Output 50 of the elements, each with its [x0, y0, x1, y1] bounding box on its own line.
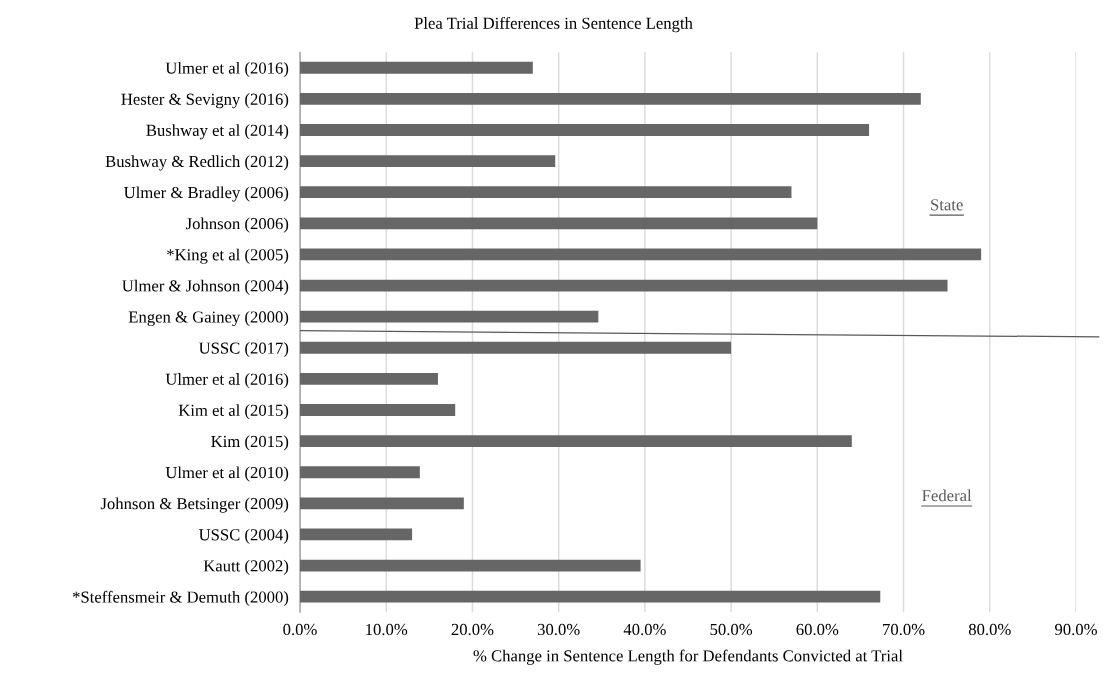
y-tick-label: Kim et al (2015) — [178, 404, 289, 420]
bar — [300, 559, 641, 572]
x-tick-label: 0.0% — [283, 623, 317, 636]
x-tick-label: 20.0% — [451, 623, 494, 636]
bar — [300, 310, 599, 323]
y-tick-label: Bushway et al (2014) — [146, 124, 289, 140]
bar — [300, 155, 556, 168]
y-tick-label: USSC (2017) — [198, 341, 289, 358]
x-axis-title: % Change in Sentence Length for Defendants Convicted at Trial — [473, 649, 903, 665]
bar — [300, 528, 413, 541]
bar — [300, 404, 456, 416]
y-tick-label: Engen & Gainey (2000) — [128, 310, 289, 327]
bar — [300, 435, 852, 448]
x-tick-label: 30.0% — [537, 623, 580, 636]
x-tick-label: 40.0% — [623, 623, 666, 636]
y-tick-label: USSC (2004) — [198, 528, 289, 544]
bar — [300, 217, 818, 230]
y-tick-label: Kim (2015) — [211, 435, 289, 451]
chart-title: Plea Trial Differences in Sentence Length — [414, 16, 693, 33]
x-tick-label: 10.0% — [366, 623, 408, 636]
x-tick-label: 50.0% — [710, 623, 753, 636]
bar — [300, 248, 982, 261]
y-tick-label: Ulmer et al (2016) — [165, 373, 289, 389]
bar — [300, 186, 792, 199]
x-tick-label: 60.0% — [796, 623, 839, 636]
x-tick-label: 80.0% — [968, 623, 1011, 636]
bar — [300, 124, 870, 136]
bar — [300, 372, 438, 385]
y-tick-label: *King et al (2005) — [167, 248, 289, 264]
bar — [300, 279, 948, 292]
x-tick-label: 90.0% — [1055, 623, 1097, 636]
annotation: State — [931, 199, 963, 211]
y-tick-label: Kautt (2002) — [203, 559, 289, 575]
bar — [300, 92, 921, 105]
y-tick-label: Ulmer et al (2016) — [165, 61, 289, 78]
y-tick-label: Ulmer & Bradley (2006) — [124, 186, 289, 202]
y-tick-label: *Steffensmeir & Demuth (2000) — [72, 590, 289, 607]
x-tick-label: 70.0% — [883, 623, 925, 636]
bar — [300, 590, 881, 603]
bar — [300, 497, 464, 510]
annotation: Federal — [922, 489, 972, 502]
bar — [300, 61, 533, 74]
bar — [300, 341, 732, 354]
y-tick-label: Johnson & Betsinger (2009) — [100, 497, 289, 513]
y-tick-label: Ulmer et al (2010) — [165, 466, 289, 482]
y-tick-label: Hester & Sevigny (2016) — [121, 93, 289, 109]
y-tick-label: Bushway & Redlich (2012) — [105, 155, 289, 171]
bar — [300, 466, 420, 479]
y-tick-label: Johnson (2006) — [186, 217, 289, 233]
y-tick-label: Ulmer & Johnson (2004) — [122, 279, 289, 295]
